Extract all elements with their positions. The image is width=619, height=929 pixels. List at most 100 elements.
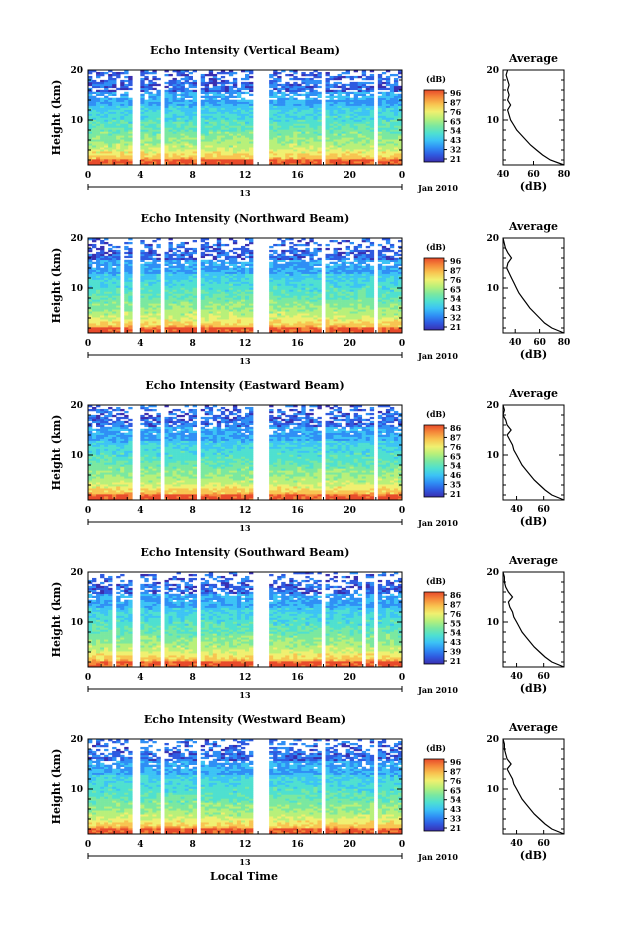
average-x-label: (dB) <box>520 515 547 528</box>
average-y-tick-label: 10 <box>486 116 499 126</box>
average-x-tick-label: 40 <box>497 170 510 180</box>
average-title: Average <box>508 387 558 400</box>
x-tick-label: 0 <box>85 339 91 349</box>
x-tick-label: 8 <box>190 339 196 349</box>
colorbar-tick-label: 87 <box>450 599 461 609</box>
panel-title: Echo Intensity (Eastward Beam) <box>145 379 344 392</box>
colorbar-tick-label: 39 <box>450 647 462 657</box>
colorbar-tick-label: 43 <box>450 303 462 313</box>
average-x-tick-label: 60 <box>527 170 540 180</box>
x-tick-label: 0 <box>85 840 91 850</box>
colorbar-tick-label: 54 <box>450 628 462 638</box>
echo-panel-1: Echo Intensity (Vertical Beam) 10 20 Height… <box>50 44 570 198</box>
x-tick-label: 8 <box>190 840 196 850</box>
day-label: 13 <box>239 356 251 366</box>
colorbar-unit: (dB) <box>426 242 446 252</box>
echo-panel-2: Echo Intensity (Northward Beam) 10 20 Heigh… <box>50 212 570 366</box>
x-tick-label: 20 <box>343 840 356 850</box>
colorbar-tick-label: 43 <box>450 804 462 814</box>
x-tick-label: 8 <box>190 171 196 181</box>
colorbar-tick-label: 76 <box>450 609 462 619</box>
x-tick-label: 20 <box>343 506 356 516</box>
average-title: Average <box>508 554 558 567</box>
y-tick-label: 10 <box>70 451 83 461</box>
colorbar-tick-label: 87 <box>450 432 461 442</box>
date-label: Jan 2010 <box>417 518 458 528</box>
day-label: 13 <box>239 857 251 867</box>
average-x-label: (dB) <box>520 682 547 695</box>
x-axis-label: Local Time <box>210 870 278 883</box>
x-tick-label: 4 <box>137 339 143 349</box>
colorbar-tick-label: 87 <box>450 97 461 107</box>
average-y-tick-label: 20 <box>486 234 499 244</box>
echo-panel-3: Echo Intensity (Eastward Beam) 10 20 Height… <box>50 379 565 533</box>
y-tick-label: 20 <box>70 401 83 411</box>
colorbar-tick-label: 55 <box>450 618 461 628</box>
y-tick-label: 20 <box>70 66 83 76</box>
y-axis-label: Height (km) <box>50 415 63 491</box>
average-frame <box>502 237 565 334</box>
x-tick-label: 16 <box>291 339 304 349</box>
x-tick-label: 0 <box>85 506 91 516</box>
x-tick-label: 16 <box>291 840 304 850</box>
x-tick-label: 20 <box>343 171 356 181</box>
average-y-tick-label: 10 <box>486 451 499 461</box>
x-tick-label: 16 <box>291 673 304 683</box>
x-tick-label: 0 <box>399 171 405 181</box>
average-profile-line <box>502 237 565 334</box>
average-y-tick-label: 10 <box>486 785 499 795</box>
colorbar-tick-label: 21 <box>450 154 461 164</box>
colorbar-tick-label: 87 <box>450 766 461 776</box>
colorbar-tick-label: 21 <box>450 322 461 332</box>
panel-title: Echo Intensity (Vertical Beam) <box>150 44 340 57</box>
colorbar-tick-label: 33 <box>450 814 462 824</box>
colorbar-unit: (dB) <box>426 74 446 84</box>
y-axis-label: Height (km) <box>50 582 63 658</box>
average-x-tick-label: 80 <box>558 170 571 180</box>
colorbar-tick-label: 65 <box>450 116 461 126</box>
x-tick-label: 20 <box>343 339 356 349</box>
x-tick-label: 0 <box>399 506 405 516</box>
day-label: 13 <box>239 523 251 533</box>
y-axis-label: Height (km) <box>50 80 63 156</box>
average-title: Average <box>508 721 558 734</box>
date-label: Jan 2010 <box>417 685 458 695</box>
y-tick-label: 10 <box>70 116 83 126</box>
average-y-tick-label: 10 <box>486 618 499 628</box>
panel-title: Echo Intensity (Westward Beam) <box>144 713 346 726</box>
x-tick-label: 12 <box>239 673 252 683</box>
heatmap-cells <box>88 405 403 501</box>
average-x-tick-label: 80 <box>558 338 571 348</box>
colorbar-unit: (dB) <box>426 409 446 419</box>
average-title: Average <box>508 52 558 65</box>
x-tick-label: 0 <box>85 171 91 181</box>
x-tick-label: 4 <box>137 506 143 516</box>
average-frame <box>502 404 565 501</box>
colorbar-tick-label: 54 <box>450 294 462 304</box>
colorbar-tick-label: 43 <box>450 637 462 647</box>
y-tick-label: 20 <box>70 568 83 578</box>
day-label: 13 <box>239 188 251 198</box>
colorbar-tick-label: 76 <box>450 776 462 786</box>
average-x-tick-label: 40 <box>510 672 523 682</box>
heatmap-cells <box>88 739 403 835</box>
average-y-tick-label: 20 <box>486 401 499 411</box>
colorbar-tick-label: 21 <box>450 489 461 499</box>
panel-title: Echo Intensity (Southward Beam) <box>141 546 350 559</box>
x-tick-label: 0 <box>399 840 405 850</box>
y-axis-label: Height (km) <box>50 248 63 324</box>
average-profile-line <box>502 571 565 668</box>
average-x-tick-label: 40 <box>510 839 523 849</box>
colorbar-tick-label: 65 <box>450 284 461 294</box>
colorbar-tick-label: 76 <box>450 275 462 285</box>
colorbar-tick-label: 96 <box>450 88 462 98</box>
colorbar <box>423 758 445 832</box>
date-label: Jan 2010 <box>417 351 458 361</box>
colorbar-tick-label: 76 <box>450 107 462 117</box>
colorbar-tick-label: 65 <box>450 785 461 795</box>
colorbar-tick-label: 43 <box>450 135 462 145</box>
colorbar-tick-label: 65 <box>450 451 461 461</box>
y-tick-label: 10 <box>70 785 83 795</box>
x-tick-label: 12 <box>239 506 252 516</box>
